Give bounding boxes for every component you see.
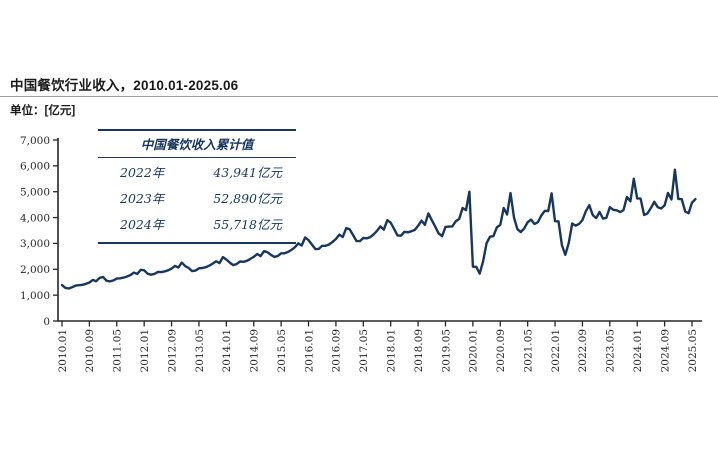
summary-table-title: 中国餐饮收入累计值 [98,131,296,158]
x-axis-tick-label: 2012.09 [166,329,178,372]
summary-table-row: 2022年 43,941亿元 [98,160,296,186]
summary-table: 中国餐饮收入累计值 2022年 43,941亿元 2023年 52,890亿元 2024… [98,129,296,244]
x-axis-tick-label: 2016.01 [303,329,315,372]
summary-table-row: 2024年 55,718亿元 [98,212,296,238]
x-axis-tick-label: 2025.05 [687,329,699,372]
x-axis-tick-label: 2018.01 [385,329,397,372]
x-axis-tick-label: 2020.01 [468,329,480,372]
x-axis-tick-label: 2021.05 [522,329,534,372]
x-axis-tick-label: 2023.05 [605,329,617,372]
x-axis-tick-label: 2010.09 [84,329,96,372]
x-axis-tick-label: 2011.05 [112,329,124,372]
y-axis-tick-label: 6,000 [20,161,50,173]
y-axis-tick-label: 7,000 [20,135,50,147]
y-axis-tick-label: 0 [43,316,50,328]
x-axis-tick-label: 2020.09 [495,329,507,372]
x-axis-tick-label: 2010.01 [57,329,69,372]
year-cell: 2023年 [120,191,165,206]
y-axis-tick-label: 2,000 [20,264,50,276]
x-axis-tick-label: 2014.09 [249,329,261,372]
x-axis-tick-label: 2022.09 [577,329,589,372]
x-axis-tick-label: 2012.01 [139,329,151,372]
value-cell: 55,718亿元 [213,217,282,232]
summary-table-row: 2023年 52,890亿元 [98,186,296,212]
revenue-line-series [60,168,697,290]
x-axis-tick-label: 2015.05 [276,329,288,372]
chart-title: 中国餐饮行业收入，2010.01-2025.06 [10,78,239,93]
value-cell: 43,941亿元 [213,165,282,180]
x-axis-tick-label: 2024.09 [659,329,671,372]
y-axis-tick-label: 3,000 [20,238,50,250]
x-axis-tick-label: 2014.01 [221,329,233,372]
value-cell: 52,890亿元 [213,191,282,206]
y-axis-tick-label: 4,000 [20,212,50,224]
year-cell: 2024年 [120,217,165,232]
x-axis-tick-label: 2013.05 [194,329,206,372]
summary-table-rows: 2022年 43,941亿元 2023年 52,890亿元 2024年 55,718亿元 [98,158,296,242]
x-axis-tick-label: 2018.09 [413,329,425,372]
x-axis-tick-label: 2024.01 [632,329,644,372]
x-axis-tick-label: 2022.01 [550,329,562,372]
unit-label: 单位：[亿元] [10,105,76,117]
x-axis-tick-label: 2016.09 [331,329,343,372]
y-axis-tick-label: 1,000 [20,290,50,302]
y-axis-tick-label: 5,000 [20,187,50,199]
x-axis-tick-label: 2019.05 [440,329,452,372]
year-cell: 2022年 [120,165,165,180]
title-divider-rule [0,96,718,97]
x-axis-tick-label: 2017.05 [358,329,370,372]
